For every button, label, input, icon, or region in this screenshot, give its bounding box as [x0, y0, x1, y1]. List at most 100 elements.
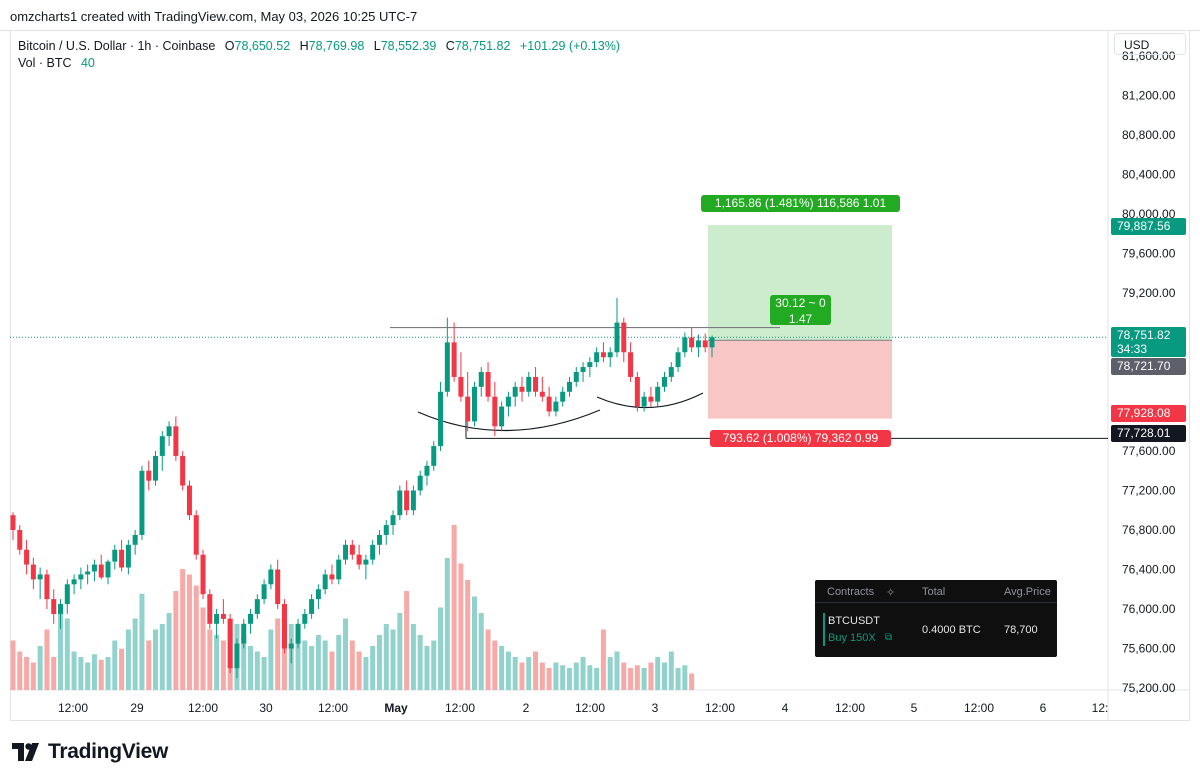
volume-bar	[655, 657, 661, 690]
volume-bar	[499, 646, 505, 690]
candle-body	[675, 352, 681, 368]
time-tick-label: 6	[1040, 701, 1047, 715]
tradingview-logo[interactable]: TradingView	[12, 739, 168, 765]
candle-body	[44, 574, 50, 600]
candle-body	[214, 613, 220, 624]
volume-bar	[309, 646, 315, 690]
time-tick-label: 12:00	[835, 701, 865, 715]
candle-body	[227, 618, 233, 669]
candle-body	[64, 584, 70, 605]
candle-body	[349, 544, 355, 555]
positions-panel: Contracts ✧ Total Avg.Price BTCUSDT Buy …	[815, 580, 1057, 657]
candle-body	[159, 436, 165, 456]
candle-body	[668, 367, 674, 377]
current-price-value: 78,751.82	[1117, 328, 1171, 342]
risk-reward-label[interactable]: 30.12 ~ 0 1.47	[770, 295, 831, 326]
currency-selector[interactable]: USD	[1114, 33, 1186, 55]
candle-body	[288, 643, 294, 649]
volume-bar	[614, 651, 620, 690]
candle-body	[499, 406, 505, 427]
candle-body	[295, 623, 301, 644]
candle-body	[465, 396, 471, 422]
candle-body	[641, 396, 647, 407]
volume-bar	[125, 629, 131, 690]
volume-bar	[573, 662, 579, 690]
time-tick-label: May	[384, 701, 408, 715]
candle-body	[186, 485, 192, 516]
contracts-header: Contracts	[827, 586, 875, 598]
price-tick-label: 76,000.00	[1122, 602, 1176, 616]
symbol-legend: Bitcoin / U.S. Dollar · 1h · Coinbase O7…	[18, 38, 620, 72]
volume-bar	[404, 591, 410, 690]
volume-bar	[546, 668, 552, 690]
candle-body	[112, 549, 118, 562]
candle-body	[682, 337, 688, 353]
candle-body	[546, 396, 552, 412]
volume-bar	[628, 668, 634, 690]
candle-body	[661, 376, 667, 387]
volume-bar	[505, 651, 511, 690]
profit-label[interactable]: 1,165.86 (1.481%) 116,586 1.01	[701, 195, 900, 212]
candle-body	[207, 594, 213, 624]
candle-body	[322, 574, 328, 590]
position-accent-bar	[823, 613, 825, 646]
candle-body	[180, 455, 186, 486]
volume-bar	[560, 665, 566, 690]
volume-bar	[139, 593, 145, 690]
volume-bar	[173, 591, 179, 690]
volume-bar	[295, 635, 301, 690]
panel-divider	[815, 602, 1057, 603]
volume-bar	[91, 654, 97, 690]
volume-bar	[478, 613, 484, 690]
time-tick-label: 12:00	[58, 701, 88, 715]
candle-body	[71, 579, 77, 585]
volume-bar	[383, 624, 389, 690]
volume-bar	[465, 580, 471, 690]
time-tick-label: 12:00	[188, 701, 218, 715]
volume-label[interactable]: Vol · BTC	[18, 56, 72, 70]
candle-body	[37, 574, 43, 580]
creator-line: omzcharts1 created with TradingView.com,…	[10, 9, 418, 24]
time-tick-label: 12:	[1092, 701, 1109, 715]
volume-bar	[526, 657, 532, 690]
price-tick-label: 77,600.00	[1122, 444, 1176, 458]
volume-bar	[451, 525, 457, 690]
loss-label[interactable]: 793.62 (1.008%) 79,362 0.99	[710, 430, 891, 447]
candle-body	[78, 574, 84, 580]
avg-price-header: Avg.Price	[1004, 586, 1051, 598]
volume-bar	[444, 558, 450, 690]
candle-body	[336, 559, 342, 580]
candle-body	[695, 340, 701, 348]
volume-bar	[105, 657, 111, 690]
pin-icon[interactable]: ✧	[886, 587, 896, 599]
candle-body	[594, 352, 600, 363]
volume-bar	[30, 662, 36, 690]
candle-body	[492, 396, 498, 427]
volume-bar	[220, 640, 226, 690]
candle-body	[248, 613, 254, 624]
symbol-title[interactable]: Bitcoin / U.S. Dollar · 1h · Coinbase	[18, 39, 216, 53]
candle-body	[702, 340, 708, 348]
candle-body	[614, 322, 620, 353]
volume-bar	[424, 646, 430, 690]
candle-body	[58, 604, 64, 614]
volume-bar	[431, 640, 437, 690]
candle-body	[566, 381, 572, 392]
external-link-icon[interactable]: ⧉	[885, 632, 893, 643]
volume-bar	[390, 629, 396, 690]
candle-body	[376, 534, 382, 545]
volume-bar	[587, 665, 593, 690]
risk-reward-line2: 1.47	[788, 312, 813, 326]
candle-body	[275, 569, 281, 605]
candle-body	[173, 426, 179, 456]
volume-bar	[485, 629, 491, 690]
volume-bar	[458, 563, 464, 690]
price-tick-label: 76,400.00	[1122, 563, 1176, 577]
position-symbol[interactable]: BTCUSDT	[828, 615, 880, 627]
time-tick-label: 4	[782, 701, 789, 715]
candle-body	[309, 599, 315, 614]
total-header: Total	[922, 586, 946, 598]
horizontal-line-price-tag: 77,728.01	[1111, 425, 1186, 442]
chart-frame[interactable]	[10, 31, 1190, 721]
